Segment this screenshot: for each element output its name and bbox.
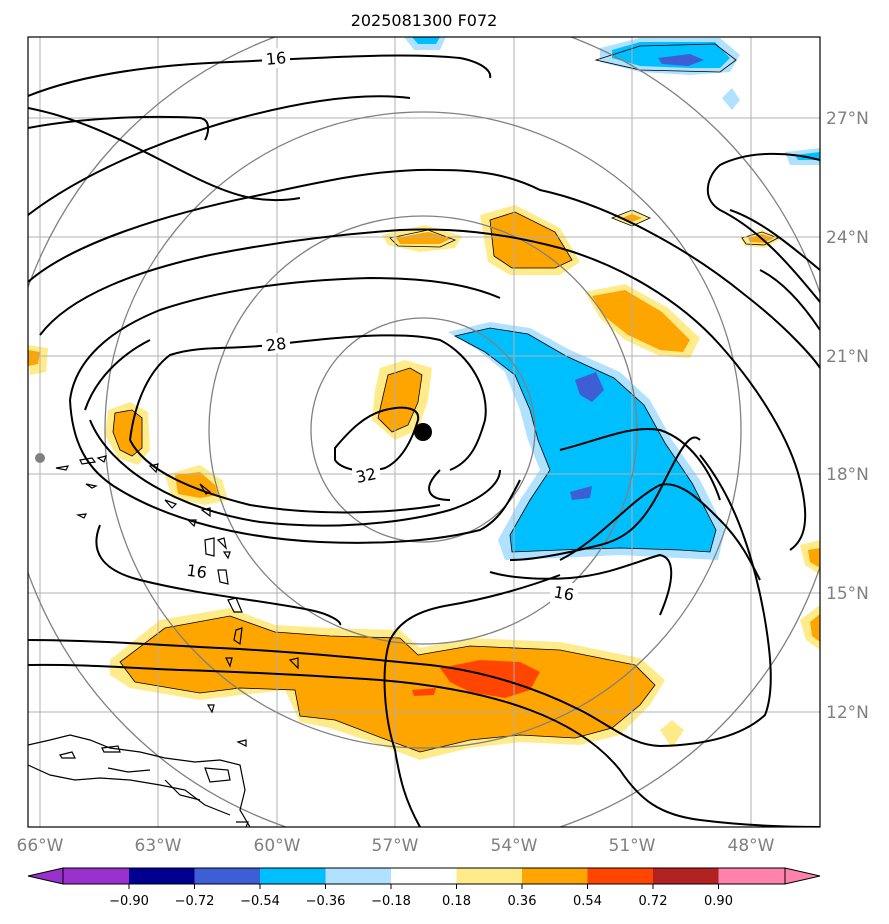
colorbar-segment [63,868,129,884]
colorbar-extend-high [784,867,821,885]
colorbar-segment [260,868,326,884]
lat-label: 24°N [826,228,869,248]
colorbar-tick-label: −0.18 [371,894,411,909]
colorbar-tick-label: −0.36 [306,894,346,909]
lon-label: 54°W [491,836,538,856]
lat-label: 18°N [826,465,869,485]
contour-label: 16 [185,561,208,583]
colorbar-segment [325,868,391,884]
colorbar-tick-label: 0.18 [442,894,471,909]
colorbar-segment [129,868,195,884]
colorbar: −0.90 −0.72 −0.54 −0.36 −0.18 0.18 0.36 … [27,867,821,909]
contour-label: 16 [552,582,575,604]
longitude-labels: 66°W 63°W 60°W 57°W 54°W 51°W 48°W [17,836,775,856]
graticule [28,37,820,827]
contour-labels: 16 28 32 16 16 [183,48,578,605]
coastlines [28,455,299,827]
map-area: 16 28 32 16 16 [28,37,820,827]
positive-anomaly-shading [28,205,820,760]
lon-label: 66°W [17,836,64,856]
colorbar-tick-label: −0.90 [109,894,149,909]
map-frame [27,36,821,828]
colorbar-segment [587,868,653,884]
storm-center-marker [414,423,432,441]
contour-label: 16 [265,48,287,69]
lon-label: 63°W [135,836,182,856]
chart-title: 2025081300 F072 [351,11,498,30]
lat-label: 15°N [826,584,869,604]
colorbar-segment [718,868,785,884]
colorbar-tick-label: −0.54 [240,894,280,909]
lon-label: 48°W [728,836,775,856]
lat-label: 12°N [826,703,869,723]
colorbar-segment [194,868,260,884]
lat-label: 21°N [826,347,869,367]
colorbar-extend-low [27,867,64,885]
colorbar-tick-label: 0.54 [573,894,602,909]
lon-label: 51°W [609,836,656,856]
lat-label: 27°N [826,109,869,129]
colorbar-segment [456,868,522,884]
colorbar-tick-label: 0.36 [508,894,537,909]
colorbar-tick-label: −0.72 [175,894,215,909]
reference-point-marker [35,453,45,463]
height-contours [28,54,820,827]
colorbar-segment [522,868,588,884]
contour-label: 28 [265,334,288,356]
lon-label: 57°W [372,836,419,856]
lon-label: 60°W [254,836,301,856]
colorbar-segment [653,868,719,884]
latitude-labels: 27°N 24°N 21°N 18°N 15°N 12°N [826,109,869,723]
negative-anomaly-shading [404,37,820,560]
colorbar-tick-label: 0.90 [704,894,733,909]
contour-label: 32 [354,464,378,487]
colorbar-segment [391,868,457,884]
colorbar-tick-label: 0.72 [639,894,668,909]
